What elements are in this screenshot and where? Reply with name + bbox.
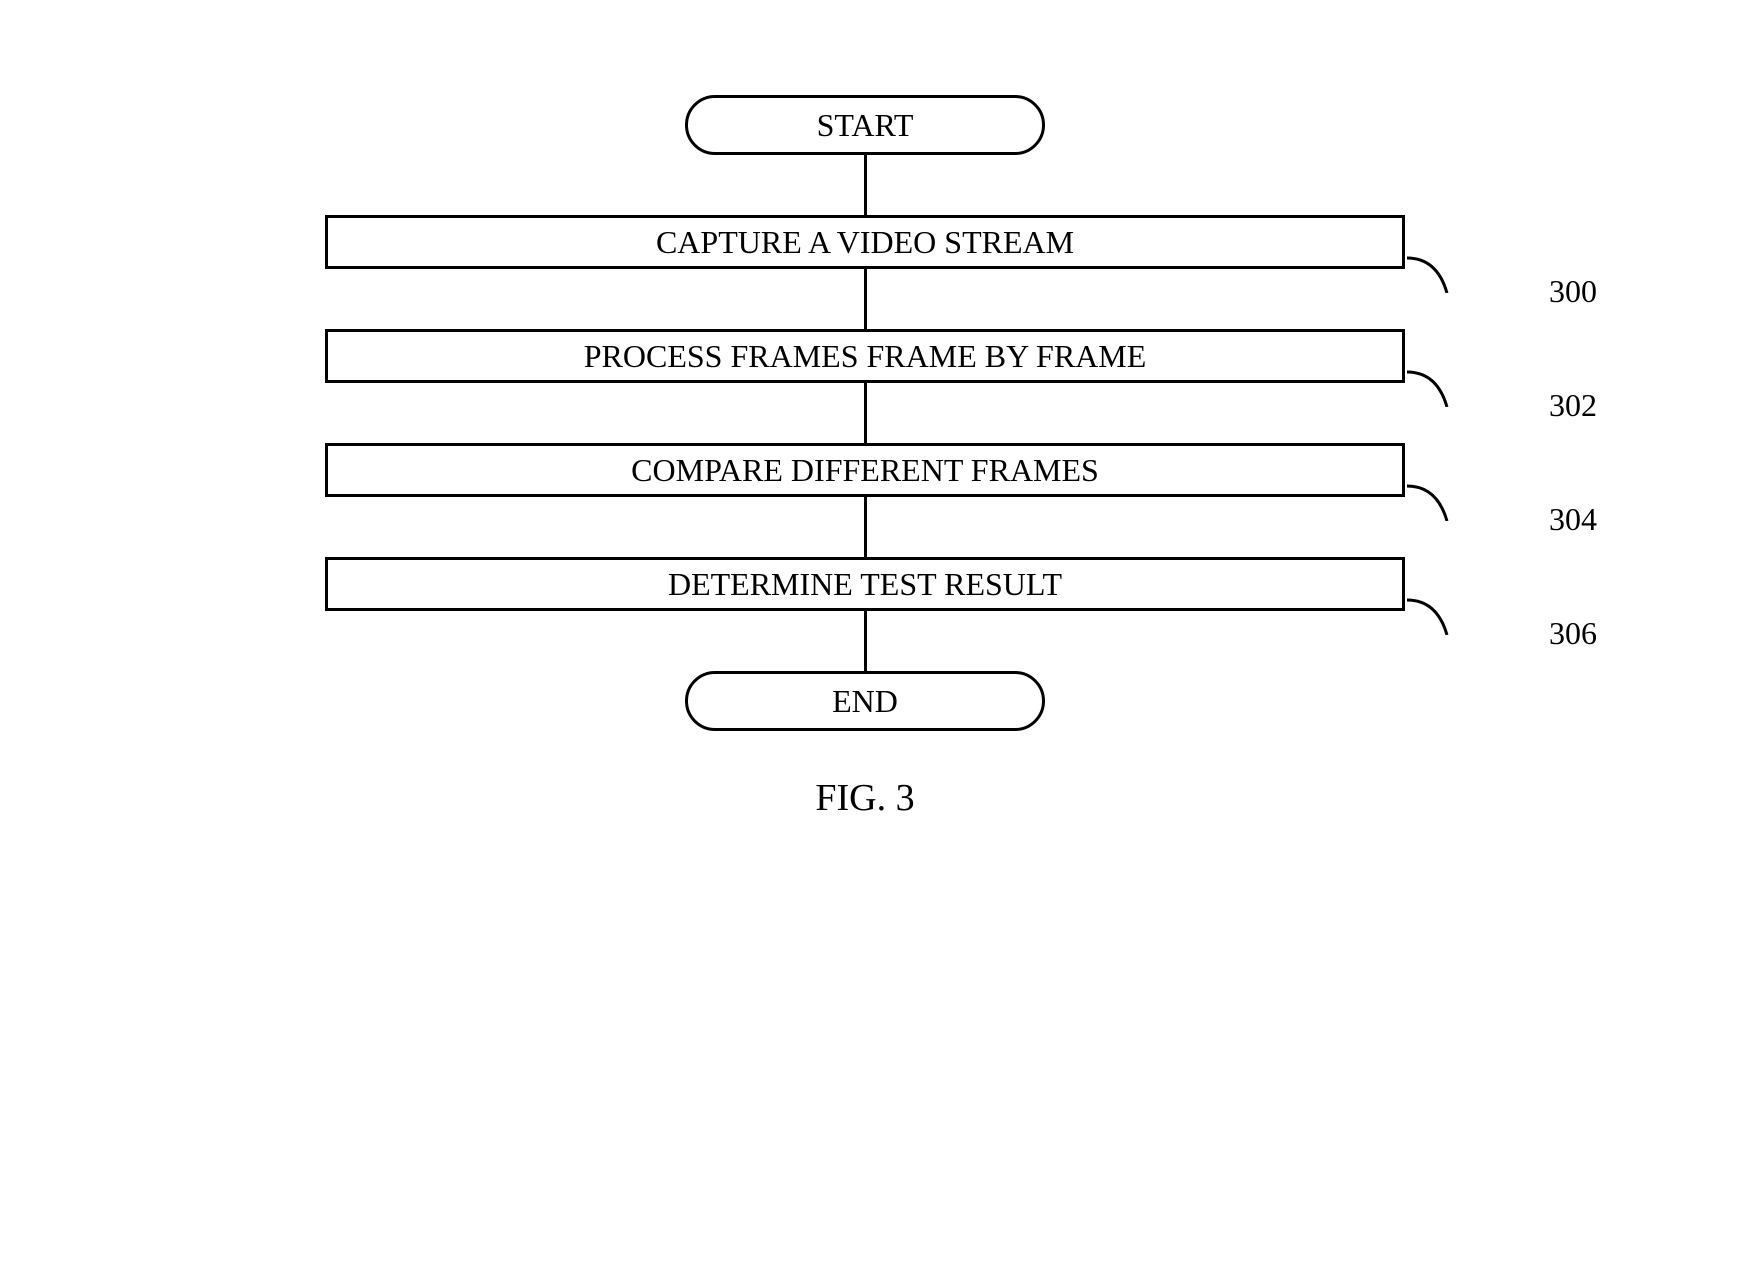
- ref-leader-curve: [1407, 223, 1462, 293]
- process-label: DETERMINE TEST RESULT: [668, 566, 1062, 603]
- ref-number: 304: [1549, 501, 1597, 538]
- process-step-3: DETERMINE TEST RESULT 306: [325, 557, 1405, 611]
- start-label: START: [817, 107, 914, 144]
- process-step-1: PROCESS FRAMES FRAME BY FRAME 302: [325, 329, 1405, 383]
- ref-number: 306: [1549, 615, 1597, 652]
- process-label: CAPTURE A VIDEO STREAM: [656, 224, 1074, 261]
- process-step-0: CAPTURE A VIDEO STREAM 300: [325, 215, 1405, 269]
- connector: [864, 269, 867, 329]
- start-terminal: START: [685, 95, 1045, 155]
- ref-leader-curve: [1407, 337, 1462, 407]
- ref-leader-curve: [1407, 451, 1462, 521]
- connector: [864, 497, 867, 557]
- connector: [864, 611, 867, 671]
- end-label: END: [832, 683, 898, 720]
- end-terminal: END: [685, 671, 1045, 731]
- figure-caption: FIG. 3: [165, 776, 1565, 820]
- ref-leader-curve: [1407, 565, 1462, 635]
- process-step-2: COMPARE DIFFERENT FRAMES 304: [325, 443, 1405, 497]
- ref-number: 300: [1549, 273, 1597, 310]
- flowchart-container: START CAPTURE A VIDEO STREAM 300 PROCESS…: [165, 95, 1565, 820]
- process-label: PROCESS FRAMES FRAME BY FRAME: [584, 338, 1147, 375]
- connector: [864, 155, 867, 215]
- connector: [864, 383, 867, 443]
- ref-number: 302: [1549, 387, 1597, 424]
- process-label: COMPARE DIFFERENT FRAMES: [631, 452, 1099, 489]
